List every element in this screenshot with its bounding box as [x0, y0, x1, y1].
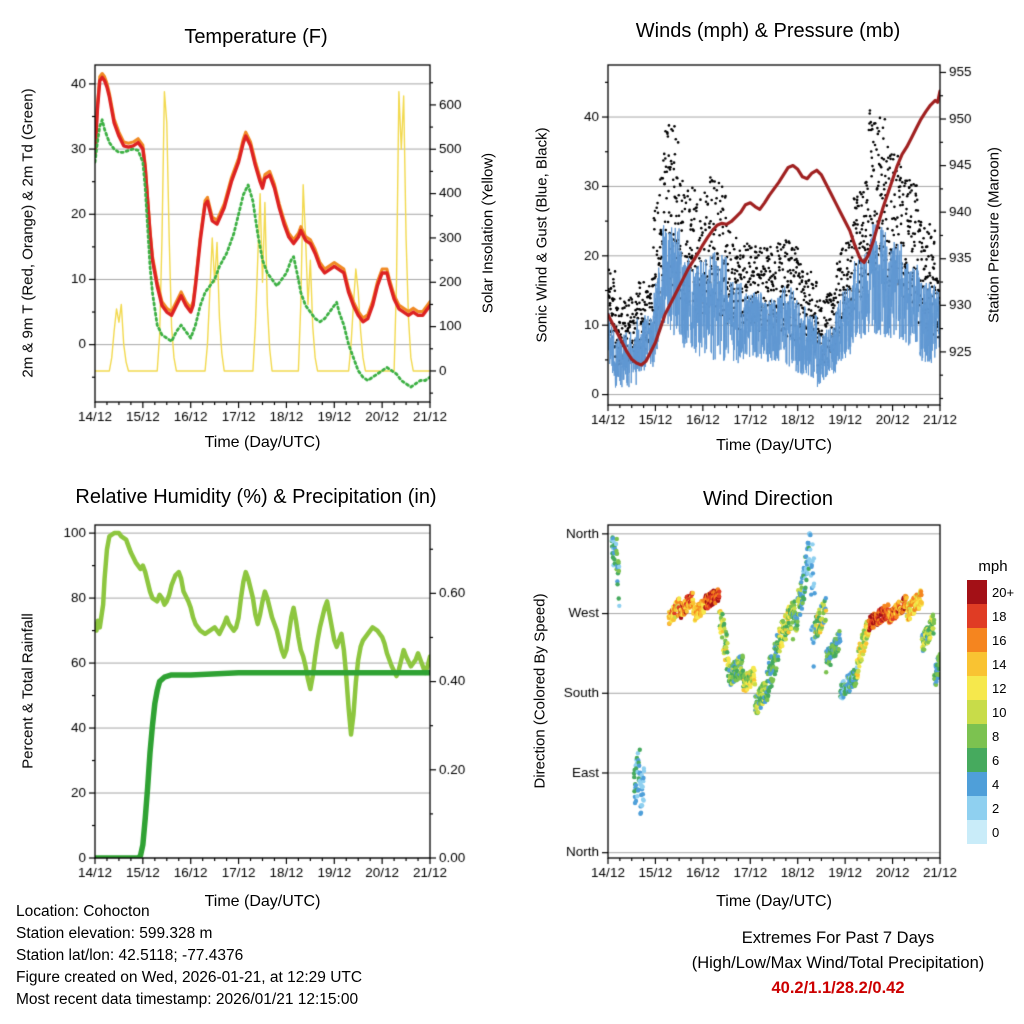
colorbar-band-10: 10 [967, 700, 1019, 724]
colorbar-swatch [967, 580, 987, 604]
colorbar-label: 0 [992, 824, 1000, 840]
temperature-ylabel-left: 2m & 9m T (Red, Orange) & 2m Td (Green) [19, 88, 37, 378]
colorbar-swatch [967, 724, 987, 748]
colorbar-swatch [967, 652, 987, 676]
colorbar-band-6: 6 [967, 748, 1019, 772]
humidity-precip-title: Relative Humidity (%) & Precipitation (i… [75, 486, 437, 508]
winds-pressure-chart: Winds (mph) & Pressure (mb) Sonic Wind &… [512, 0, 1024, 465]
colorbar-swatch [967, 796, 987, 820]
colorbar-band-12: 12 [967, 676, 1019, 700]
colorbar-label: 20+ [992, 584, 1015, 600]
colorbar-swatch [967, 700, 987, 724]
figure-created: Figure created on Wed, 2026-01-21, at 12… [16, 969, 363, 986]
wind-direction-xlabel: Time (Day/UTC) [716, 893, 832, 910]
wind-speed-colorbar: mph 20+ 18 16 14 12 10 8 6 4 2 0 [967, 558, 1019, 844]
temperature-plot-canvas [0, 0, 512, 465]
winds-xlabel: Time (Day/UTC) [716, 437, 832, 454]
colorbar-label: 2 [992, 800, 1000, 816]
extremes-info: Extremes For Past 7 Days (High/Low/Max W… [628, 926, 1024, 1001]
extremes-title: Extremes For Past 7 Days [741, 929, 935, 947]
humidity-precip-plot-canvas [0, 468, 512, 916]
colorbar-band-8: 8 [967, 724, 1019, 748]
station-latlon: Station lat/lon: 42.5118; -77.4376 [16, 947, 244, 964]
temperature-xlabel: Time (Day/UTC) [204, 434, 321, 451]
colorbar-label: 16 [992, 632, 1007, 648]
data-timestamp: Most recent data timestamp: 2026/01/21 1… [16, 991, 359, 1008]
humidity-ylabel-left: Percent & Total Rainfall [19, 613, 37, 769]
colorbar-swatch [967, 604, 987, 628]
colorbar-band-20+: 20+ [967, 580, 1019, 604]
station-location: Location: Cohocton [16, 903, 150, 920]
colorbar-label: 6 [992, 752, 1000, 768]
extremes-subtitle: (High/Low/Max Wind/Total Precipitation) [691, 954, 985, 972]
station-info: Location: Cohocton Station elevation: 59… [16, 901, 362, 1011]
colorbar-band-2: 2 [967, 796, 1019, 820]
colorbar-bands: 20+ 18 16 14 12 10 8 6 4 2 0 [967, 580, 1019, 844]
colorbar-band-14: 14 [967, 652, 1019, 676]
colorbar-band-0: 0 [967, 820, 1019, 844]
colorbar-label: 18 [992, 608, 1007, 624]
humidity-xlabel: Time (Day/UTC) [204, 893, 321, 910]
station-elevation: Station elevation: 599.328 m [16, 925, 213, 942]
colorbar-band-4: 4 [967, 772, 1019, 796]
colorbar-swatch [967, 820, 987, 844]
temperature-chart: Temperature (F) 2m & 9m T (Red, Orange) … [0, 0, 512, 465]
colorbar-band-16: 16 [967, 628, 1019, 652]
extremes-values: 40.2/1.1/28.2/0.42 [771, 979, 905, 997]
humidity-precip-chart: Relative Humidity (%) & Precipitation (i… [0, 468, 512, 916]
colorbar-title: mph [978, 558, 1008, 575]
colorbar-swatch [967, 676, 987, 700]
colorbar-label: 4 [992, 776, 1000, 792]
winds-pressure-plot-canvas [512, 0, 1024, 465]
winds-pressure-title: Winds (mph) & Pressure (mb) [635, 20, 901, 42]
wind-direction-ylabel-left: Direction (Colored By Speed) [531, 593, 549, 789]
colorbar-swatch [967, 628, 987, 652]
colorbar-label: 8 [992, 728, 1000, 744]
wind-direction-chart: Wind Direction Direction (Colored By Spe… [512, 468, 1024, 916]
colorbar-swatch [967, 772, 987, 796]
temperature-title: Temperature (F) [184, 26, 328, 48]
temperature-ylabel-right: Solar Insolation (Yellow) [479, 152, 497, 314]
colorbar-label: 10 [992, 704, 1007, 720]
wind-direction-plot-canvas [512, 468, 1024, 916]
colorbar-label: 14 [992, 656, 1007, 672]
wind-direction-title: Wind Direction [702, 488, 834, 510]
winds-ylabel-right: Station Pressure (Maroon) [985, 147, 1003, 323]
colorbar-band-18: 18 [967, 604, 1019, 628]
winds-ylabel-left: Sonic Wind & Gust (Blue, Black) [533, 127, 551, 343]
colorbar-label: 12 [992, 680, 1007, 696]
colorbar-swatch [967, 748, 987, 772]
